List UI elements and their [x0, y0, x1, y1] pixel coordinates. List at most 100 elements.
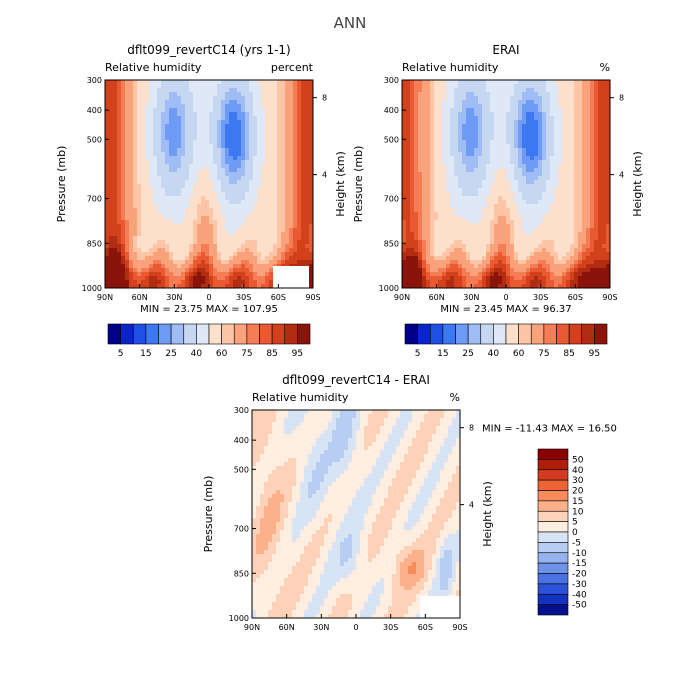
heatmap-cell [305, 124, 310, 129]
heatmap-cell [225, 176, 230, 181]
heatmap-cell [205, 220, 210, 225]
heatmap-cell [293, 196, 298, 201]
heatmap-cell [422, 96, 427, 101]
heatmap-cell [502, 104, 507, 109]
heatmap-cell [221, 128, 226, 133]
heatmap-cell [414, 284, 419, 289]
heatmap-cell [458, 128, 463, 133]
heatmap-cell [117, 200, 122, 205]
heatmap-cell [273, 184, 278, 189]
heatmap-cell [113, 268, 118, 273]
heatmap-cell [189, 156, 194, 161]
heatmap-cell [161, 116, 166, 121]
heatmap-cell [225, 116, 230, 121]
heatmap-cell [490, 84, 495, 89]
heatmap-cell [169, 104, 174, 109]
heatmap-cell [522, 276, 527, 281]
heatmap-cell [502, 156, 507, 161]
heatmap-cell [217, 232, 222, 237]
heatmap-cell [410, 108, 415, 113]
heatmap-cell [454, 268, 459, 273]
heatmap-cell [558, 236, 563, 241]
heatmap-cell [273, 236, 278, 241]
heatmap-cell [181, 128, 186, 133]
heatmap-cell [538, 280, 543, 285]
heatmap-cell [265, 148, 270, 153]
heatmap-cell [494, 152, 499, 157]
heatmap-cell [546, 272, 551, 277]
heatmap-cell [502, 232, 507, 237]
heatmap-cell [542, 260, 547, 265]
heatmap-cell [145, 228, 150, 233]
heatmap-cell [305, 188, 310, 193]
heatmap-cell [490, 176, 495, 181]
heatmap-cell [466, 204, 471, 209]
heatmap-cell [169, 84, 174, 89]
heatmap-cell [566, 88, 571, 93]
heatmap-cell [458, 88, 463, 93]
heatmap-cell [257, 180, 262, 185]
heatmap-cell [193, 124, 198, 129]
heatmap-cell [129, 236, 134, 241]
heatmap-cell [498, 280, 503, 285]
heatmap-cell [510, 260, 515, 265]
heatmap-cell [402, 212, 407, 217]
heatmap-cell [125, 212, 130, 217]
heatmap-cell [470, 232, 475, 237]
heatmap-cell [470, 220, 475, 225]
heatmap-cell [161, 280, 166, 285]
heatmap-cell [149, 156, 154, 161]
heatmap-cell [269, 160, 274, 165]
heatmap-cell [277, 212, 282, 217]
heatmap-cell [446, 172, 451, 177]
heatmap-cell [225, 252, 230, 257]
heatmap-cell [229, 208, 234, 213]
heatmap-cell [197, 84, 202, 89]
heatmap-cell [113, 220, 118, 225]
heatmap-cell [486, 88, 491, 93]
heatmap-cell [229, 164, 234, 169]
heatmap-cell [113, 156, 118, 161]
heatmap-cell [418, 204, 423, 209]
heatmap-cell [145, 120, 150, 125]
heatmap-cell [422, 84, 427, 89]
heatmap-cell [518, 88, 523, 93]
heatmap-cell [213, 116, 218, 121]
heatmap-cell [213, 156, 218, 161]
heatmap-cell [137, 168, 142, 173]
heatmap-cell [430, 172, 435, 177]
heatmap-cell [249, 116, 254, 121]
heatmap-cell [406, 144, 411, 149]
heatmap-cell [402, 156, 407, 161]
heatmap-cell [193, 128, 198, 133]
heatmap-cell [510, 172, 515, 177]
heatmap-cell [506, 212, 511, 217]
heatmap-cell [518, 204, 523, 209]
heatmap-cell [434, 204, 439, 209]
heatmap-cell [506, 208, 511, 213]
heatmap-cell [309, 232, 314, 237]
heatmap-cell [530, 116, 535, 121]
heatmap-cell [253, 216, 258, 221]
heatmap-cell [121, 80, 126, 85]
heatmap-cell [446, 216, 451, 221]
heatmap-cell [181, 156, 186, 161]
heatmap-cell [229, 216, 234, 221]
heatmap-cell [265, 116, 270, 121]
heatmap-cell [265, 220, 270, 225]
heatmap-cell [253, 260, 258, 265]
heatmap-cell [478, 112, 483, 117]
heatmap-cell [402, 160, 407, 165]
heatmap-cell [442, 160, 447, 165]
heatmap-cell [225, 204, 230, 209]
heatmap-cell [269, 132, 274, 137]
heatmap-cell [137, 176, 142, 181]
heatmap-cell [237, 180, 242, 185]
heatmap-cell [530, 124, 535, 129]
heatmap-cell [550, 172, 555, 177]
heatmap-cell [201, 180, 206, 185]
heatmap-cell [217, 224, 222, 229]
heatmap-cell [490, 208, 495, 213]
colorbar-label: 75 [241, 349, 252, 359]
heatmap-cell [478, 240, 483, 245]
